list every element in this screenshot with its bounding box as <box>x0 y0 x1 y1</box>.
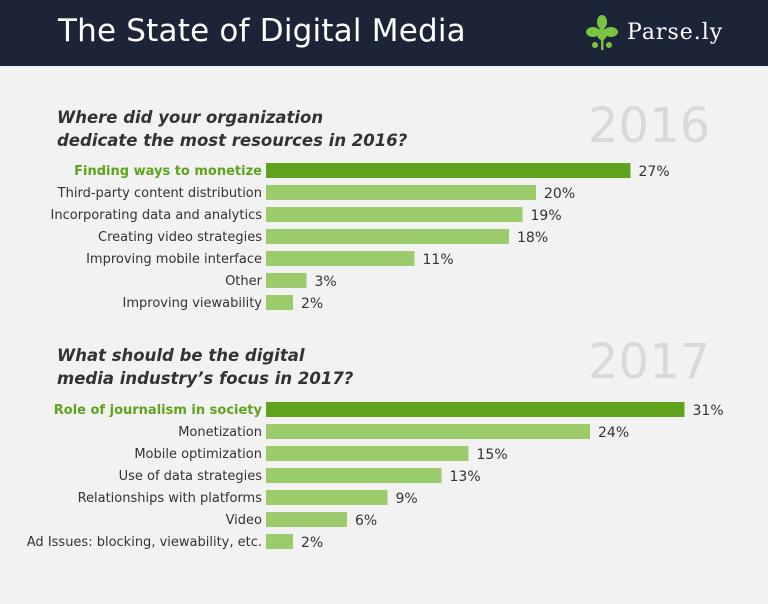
bar-2016-6 <box>266 295 293 310</box>
value-label-2016-6: 2% <box>301 296 323 312</box>
leaf-icon <box>586 15 618 50</box>
bar-2017-5 <box>266 512 347 527</box>
bar-2017-1 <box>266 424 590 439</box>
chart-2016-title: Where did your organization dedicate the… <box>57 106 407 152</box>
chart-area: Where did your organization dedicate the… <box>0 66 768 604</box>
bar-2017-2 <box>266 446 469 461</box>
bar-charts: Finding ways to monetize 27% Third-party c… <box>27 163 724 551</box>
category-label-2016-5: Other <box>225 274 263 289</box>
value-label-2016-2: 19% <box>531 208 562 224</box>
bar-2016-0 <box>266 163 631 178</box>
year-2017-label: 2017 <box>588 334 711 390</box>
bar-2017-3 <box>266 468 442 483</box>
value-label-2017-6: 2% <box>301 535 323 551</box>
chart-2017-title-line-1: What should be the digital <box>57 346 305 365</box>
category-label-2016-6: Improving viewability <box>123 296 263 311</box>
category-label-2016-0: Finding ways to monetize <box>74 164 262 179</box>
chart-2016-title-line-2: dedicate the most resources in 2016? <box>57 131 408 150</box>
bar-2016-5 <box>266 273 307 288</box>
value-label-2017-1: 24% <box>598 425 629 441</box>
bar-2016-2 <box>266 207 523 222</box>
value-label-2016-3: 18% <box>517 230 548 246</box>
value-label-2017-3: 13% <box>450 469 481 485</box>
category-label-2016-3: Creating video strategies <box>98 230 262 245</box>
chart-2017-title: What should be the digital media industr… <box>57 344 353 390</box>
year-2016-label: 2016 <box>588 98 711 154</box>
value-label-2016-0: 27% <box>639 164 670 180</box>
bar-2017-6 <box>266 534 293 549</box>
value-label-2016-4: 11% <box>423 252 454 268</box>
header-bar: The State of Digital Media Parse.ly <box>0 0 768 66</box>
value-label-2017-5: 6% <box>355 513 377 529</box>
category-label-2017-2: Mobile optimization <box>134 447 262 462</box>
value-label-2016-1: 20% <box>544 186 575 202</box>
category-label-2017-6: Ad Issues: blocking, viewability, etc. <box>27 535 262 550</box>
category-label-2017-1: Monetization <box>178 425 262 440</box>
category-label-2016-4: Improving mobile interface <box>86 252 262 267</box>
brand-logo: Parse.ly <box>585 14 745 54</box>
bar-2017-4 <box>266 490 388 505</box>
bar-2016-1 <box>266 185 536 200</box>
category-label-2016-2: Incorporating data and analytics <box>51 208 263 223</box>
chart-2016-title-line-1: Where did your organization <box>57 108 324 127</box>
value-label-2017-2: 15% <box>477 447 508 463</box>
category-label-2017-4: Relationships with platforms <box>78 491 263 506</box>
brand-name: Parse.ly <box>627 20 724 45</box>
category-label-2017-0: Role of journalism in society <box>54 403 263 418</box>
bar-2016-4 <box>266 251 415 266</box>
category-label-2017-5: Video <box>226 513 262 528</box>
value-label-2017-4: 9% <box>396 491 418 507</box>
category-label-2016-1: Third-party content distribution <box>57 186 262 201</box>
bar-2017-0 <box>266 402 685 417</box>
value-label-2017-0: 31% <box>693 403 724 419</box>
value-label-2016-5: 3% <box>315 274 337 290</box>
bar-2016-3 <box>266 229 509 244</box>
category-label-2017-3: Use of data strategies <box>119 469 263 484</box>
chart-2017-title-line-2: media industry’s focus in 2017? <box>57 369 354 388</box>
page-title: The State of Digital Media <box>58 13 466 49</box>
